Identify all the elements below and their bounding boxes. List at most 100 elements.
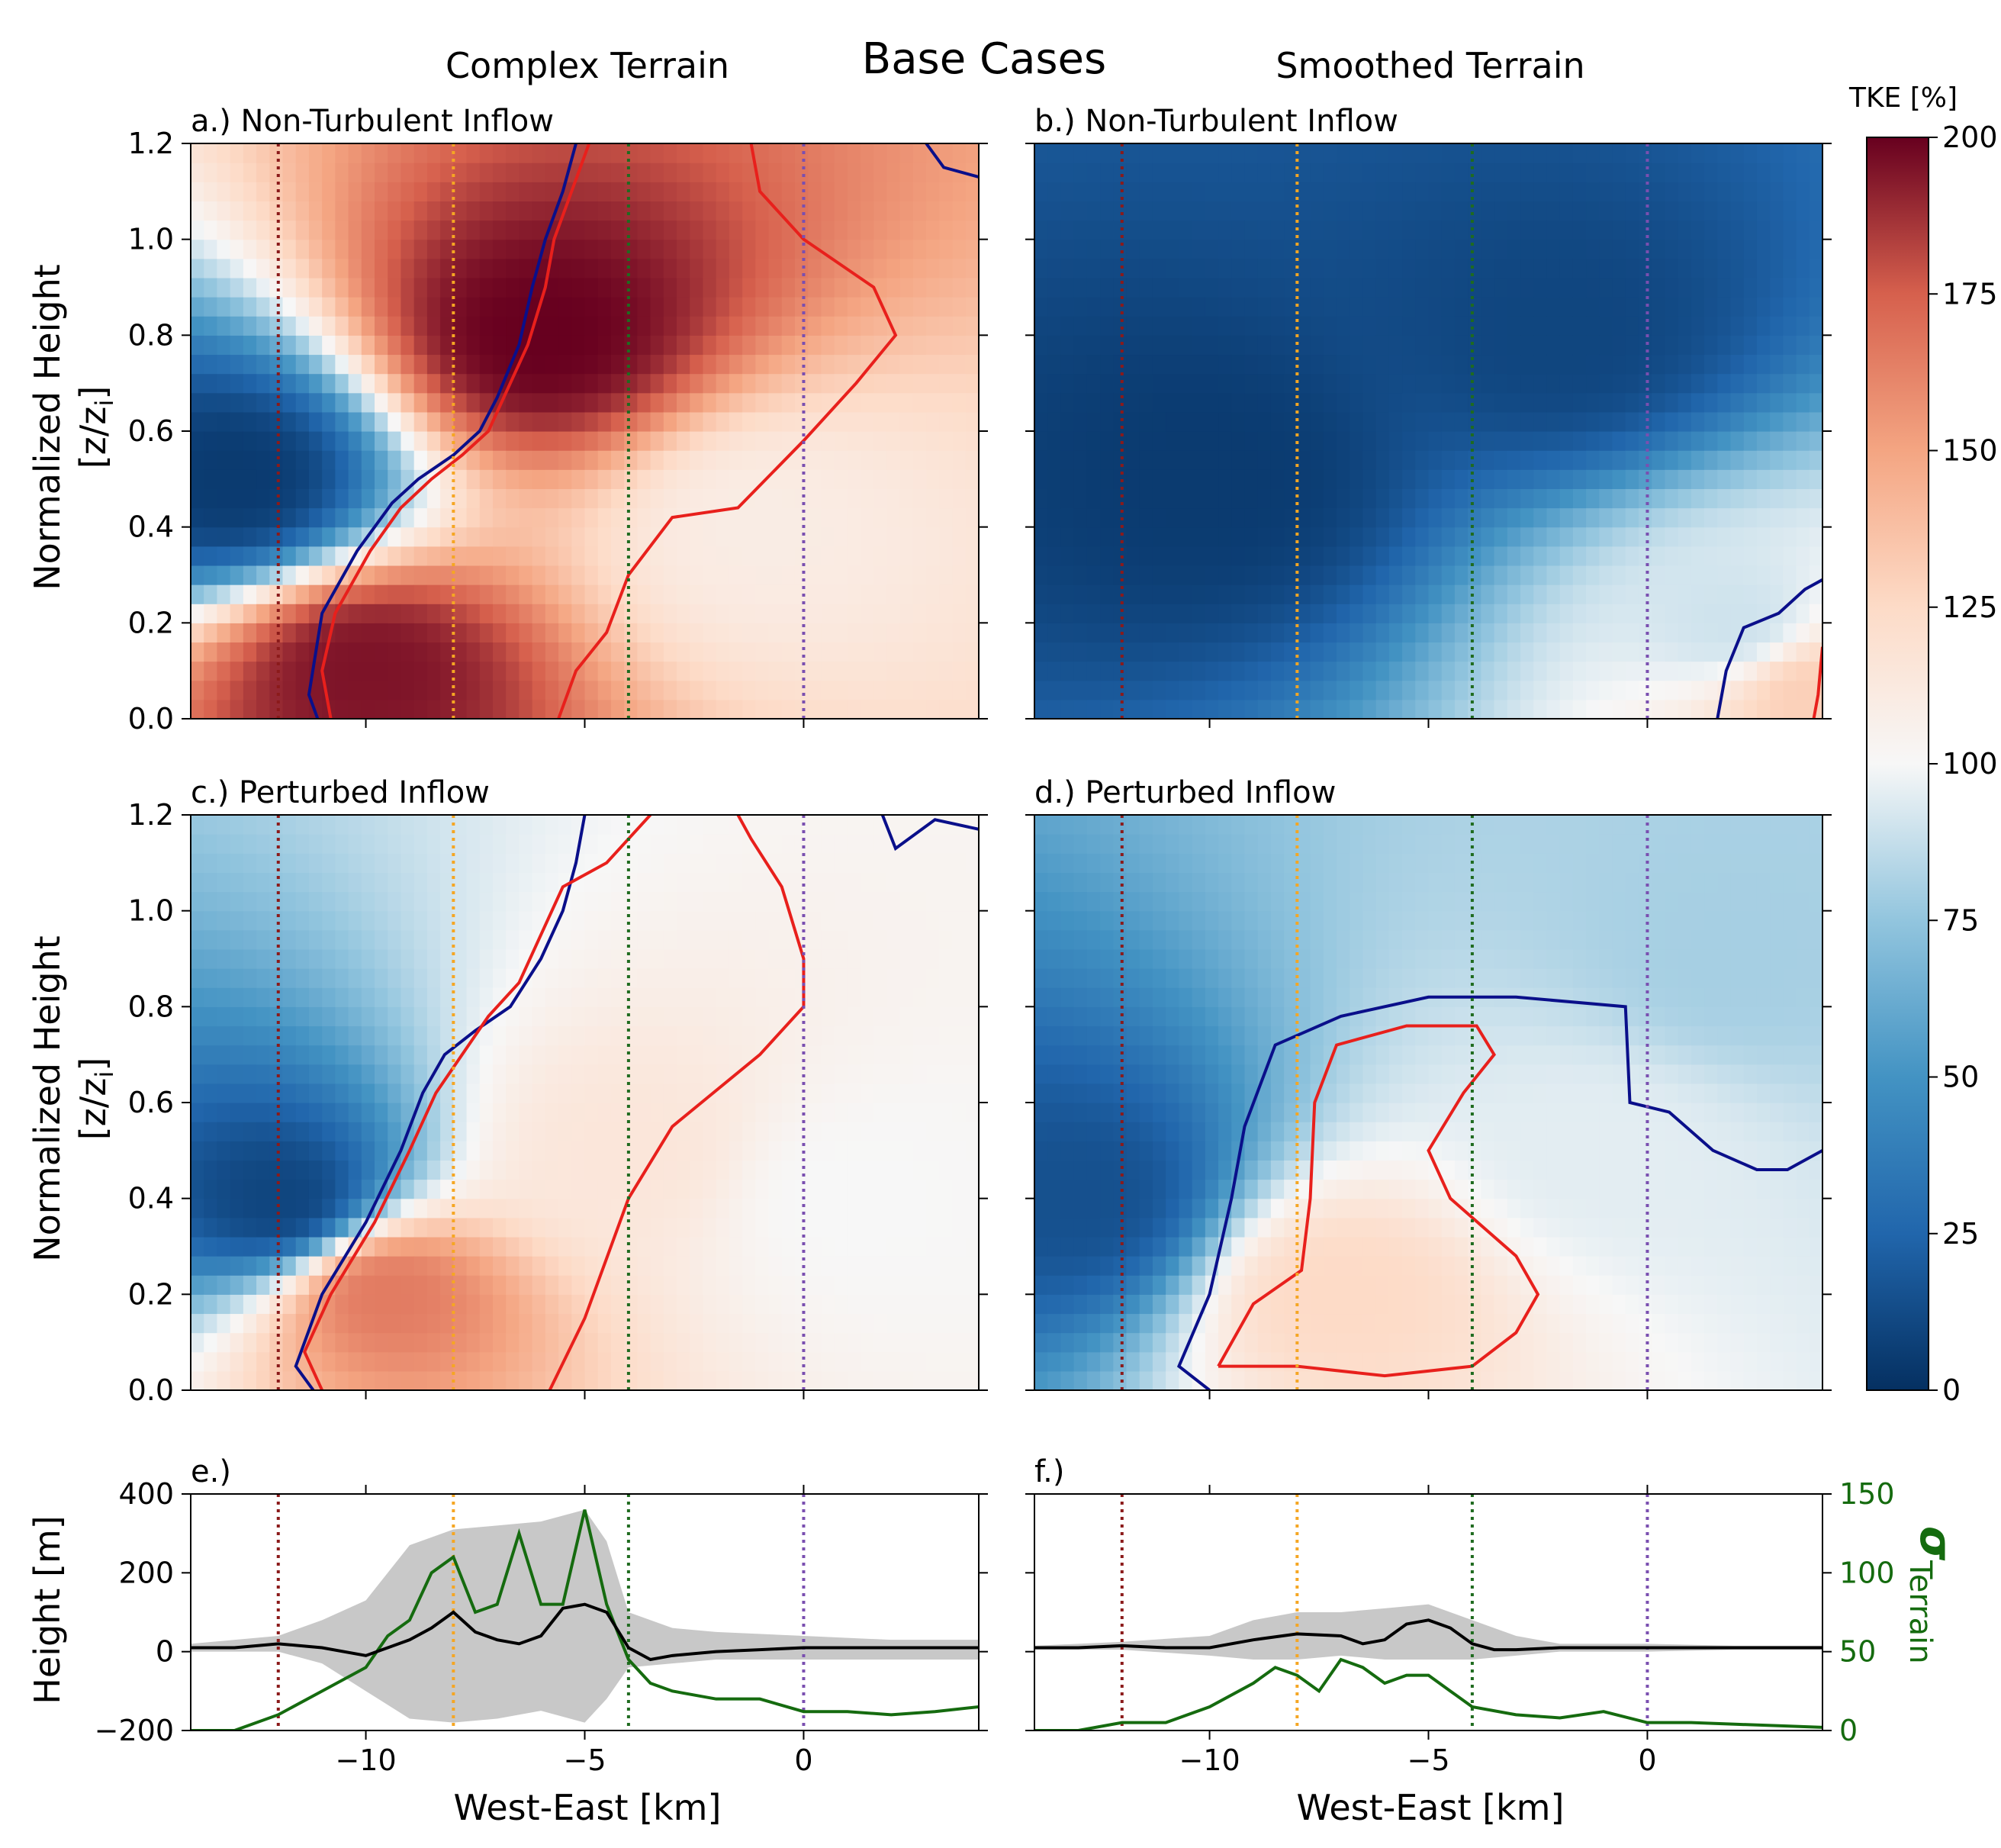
tke-cell [716,815,730,835]
tke-cell [413,584,428,604]
tke-cell [1257,277,1272,298]
tke-cell [742,1217,756,1238]
tke-cell [926,623,940,643]
tke-cell [1362,143,1377,163]
tke-cell [191,469,204,489]
tke-cell [282,277,297,298]
tke-cell [204,661,218,681]
tke-cell [519,853,533,873]
tke-cell [886,431,901,451]
tke-cell [466,526,481,547]
tke-cell [1507,680,1521,700]
tke-cell [413,411,428,432]
tke-cell [348,661,362,681]
tke-cell [1730,450,1745,470]
tke-cell [440,143,454,163]
tke-cell [873,431,888,451]
tke-cell [230,623,244,643]
tke-cell [1310,565,1324,585]
tke-cell [834,373,848,394]
tke-cell [1179,411,1193,432]
tke-cell [191,1160,204,1180]
tke-cell [1310,623,1324,643]
tke-cell [1034,623,1048,643]
tke-cell [204,220,218,240]
tke-cell [479,680,494,700]
tke-cell [492,642,507,662]
tke-cell [597,661,612,681]
tke-cell [295,163,310,182]
tke-cell [1743,546,1758,566]
tke-cell [1625,661,1639,681]
tke-cell [1796,642,1810,662]
tke-cell [545,1122,559,1141]
tke-cell [650,1198,664,1219]
tke-cell [1454,392,1469,413]
tke-cell [269,507,284,528]
tke-cell [466,891,481,912]
tke-cell [716,1236,730,1257]
tke-cell [1126,584,1140,604]
tke-cell [1047,661,1062,681]
tke-cell [821,431,835,451]
tke-cell [742,1332,756,1353]
tke-cell [282,546,297,566]
tke-cell [690,584,704,604]
tke-cell [1336,239,1350,259]
tke-cell [926,565,940,585]
tke-cell [1310,201,1324,221]
tke-cell [1612,584,1626,604]
tke-cell [230,948,244,969]
tke-cell [1362,316,1377,336]
tke-cell [1152,642,1166,662]
tke-cell [637,1294,651,1315]
tke-cell [1126,699,1140,719]
tke-cell [558,1141,572,1161]
tke-cell [1362,469,1377,489]
tke-cell [492,1045,507,1065]
tke-cell [243,910,257,931]
tke-cell [348,834,362,854]
tke-cell [230,1236,244,1257]
tke-cell [729,392,743,413]
tke-cell [952,526,967,547]
tke-cell [1073,546,1088,566]
tke-cell [348,335,362,356]
tke-cell [1625,526,1639,547]
tke-cell [361,872,375,893]
tke-cell [1126,526,1140,547]
tke-cell [690,488,704,509]
tke-cell [1284,488,1298,509]
tke-cell [1270,450,1285,470]
tke-cell [230,853,244,873]
tke-cell [873,182,888,201]
tke-cell [1060,143,1075,163]
tke-cell [308,1256,323,1276]
tke-cell [677,182,690,201]
tke-cell [1665,201,1679,221]
tke-cell [834,526,848,547]
tke-cell [1756,335,1771,356]
tke-cell [479,1045,494,1065]
tke-cell [1704,623,1718,643]
tke-cell [256,584,270,604]
tke-cell [269,604,284,623]
tke-cell [873,488,888,509]
tke-cell [1166,469,1179,489]
tke-cell [401,642,415,662]
tke-cell [1454,182,1469,201]
tke-cell [361,1083,375,1103]
tke-cell [426,1025,441,1046]
tke-cell [388,335,402,356]
tke-cell [1060,699,1075,719]
tke-cell [703,623,717,643]
tke-cell [808,488,822,509]
tke-cell [1625,277,1639,298]
tke-cell [939,297,954,317]
tke-cell [1073,258,1088,278]
tke-cell [1113,565,1128,585]
tke-cell [1704,277,1718,298]
tke-cell [1678,431,1692,451]
tke-cell [781,526,796,547]
tke-cell [1572,297,1587,317]
